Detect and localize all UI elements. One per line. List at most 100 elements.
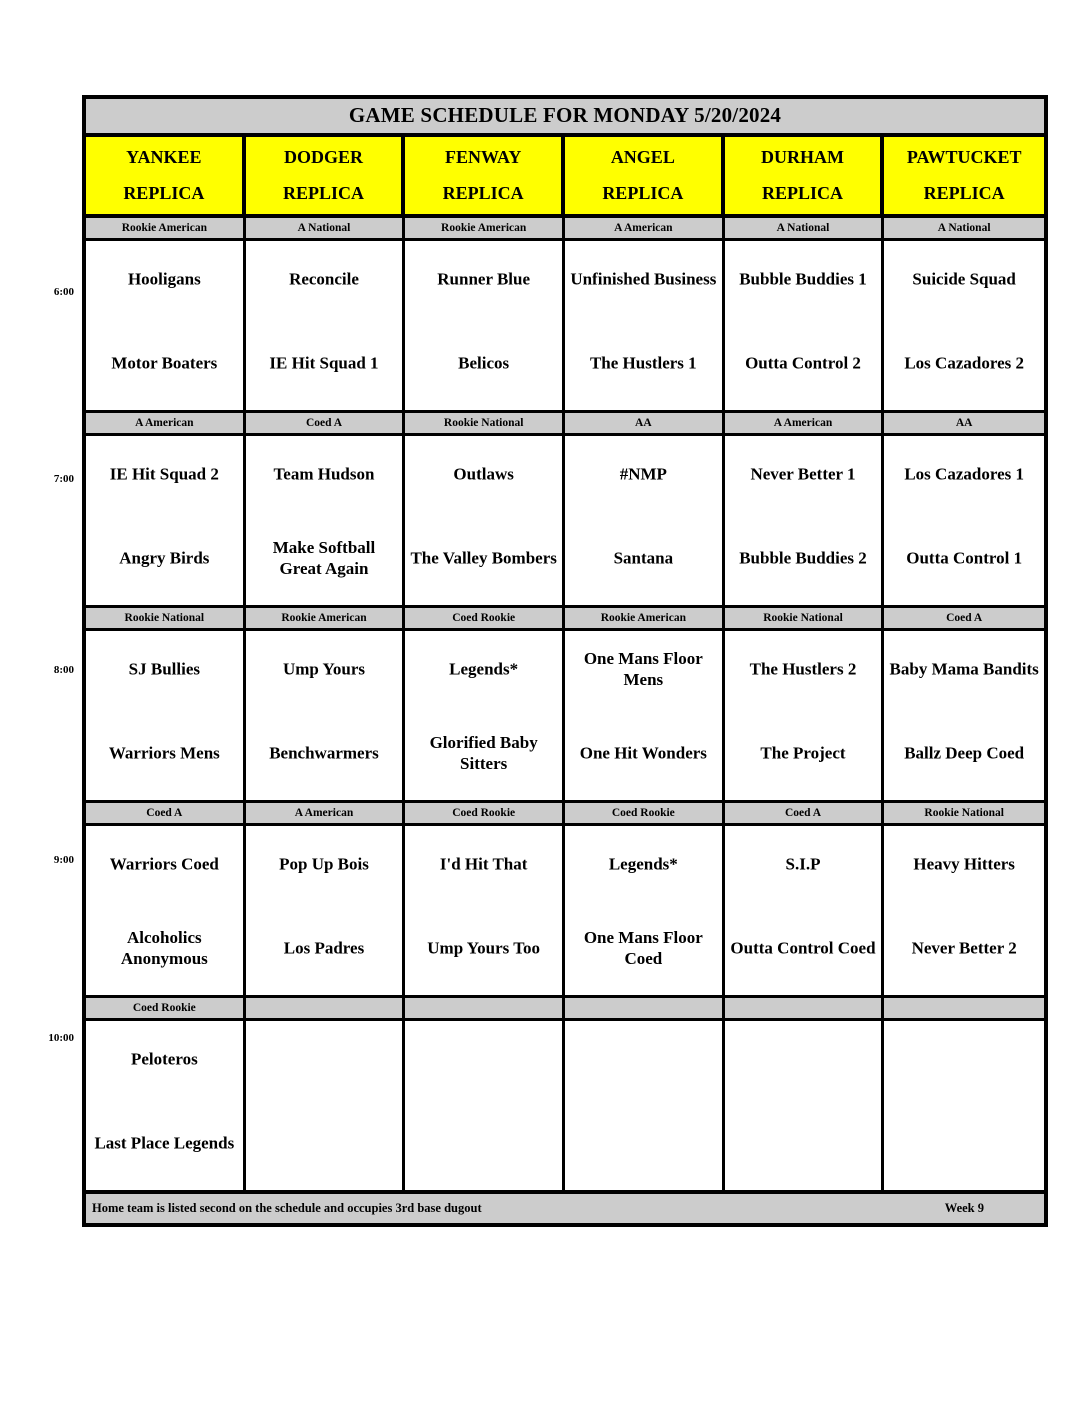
away-team: Reconcile xyxy=(289,269,359,289)
field-suffix: REPLICA xyxy=(761,183,843,204)
field-header-durham: DURHAM REPLICA xyxy=(724,137,885,215)
away-team: The Hustlers 2 xyxy=(749,659,857,679)
home-team: Los Padres xyxy=(283,938,365,958)
field-name: YANKEE xyxy=(126,147,202,168)
division-label: A American xyxy=(86,413,246,434)
division-label: Coed A xyxy=(884,608,1044,629)
away-team: Peloteros xyxy=(130,1049,198,1069)
footer-bar: Home team is listed second on the schedu… xyxy=(86,1194,1044,1224)
away-team: Never Better 1 xyxy=(750,464,856,484)
field-name: FENWAY xyxy=(444,147,522,168)
game-cell: Runner Blue Belicos xyxy=(405,241,565,411)
away-team: Unfinished Business xyxy=(570,269,717,289)
field-name: PAWTUCKET xyxy=(906,147,1022,168)
game-cell: Suicide Squad Los Cazadores 2 xyxy=(884,241,1044,411)
away-team: Ump Yours xyxy=(282,659,365,679)
home-team: Alcoholics Anonymous xyxy=(120,928,208,969)
game-row-800: SJ Bullies Warriors Mens Ump Yours Bench… xyxy=(86,631,1044,804)
home-team: Bubble Buddies 2 xyxy=(739,548,867,568)
game-cell: Legends* Glorified Baby Sitters xyxy=(405,631,565,801)
game-cell: One Mans Floor Mens One Hit Wonders xyxy=(565,631,725,801)
field-suffix: REPLICA xyxy=(923,183,1005,204)
field-suffix: REPLICA xyxy=(282,183,364,204)
time-label-600: 6:00 xyxy=(53,286,74,298)
home-team: Ump Yours Too xyxy=(427,938,541,958)
away-team: Legends* xyxy=(449,659,519,679)
division-row-1000: Coed Rookie xyxy=(86,998,1044,1022)
division-label: Coed Rookie xyxy=(86,998,246,1019)
division-row-900: Coed A A American Coed Rookie Coed Rooki… xyxy=(86,803,1044,827)
division-label xyxy=(565,998,725,1019)
game-cell: The Hustlers 2 The Project xyxy=(724,631,885,801)
home-team: Warriors Mens xyxy=(108,743,220,763)
away-team: Suicide Squad xyxy=(912,269,1016,289)
field-name: ANGEL xyxy=(610,147,675,168)
home-team: Never Better 2 xyxy=(911,938,1017,958)
game-row-1000: Peloteros Last Place Legends xyxy=(86,1021,1044,1195)
division-label: Rookie American xyxy=(245,608,406,629)
game-cell: Never Better 1 Bubble Buddies 2 xyxy=(724,436,885,606)
division-label: A National xyxy=(245,218,406,239)
game-cell xyxy=(245,1021,406,1191)
home-team: One Mans Floor Coed xyxy=(583,928,703,969)
home-team: Angry Birds xyxy=(119,548,210,568)
division-label: Coed Rookie xyxy=(565,803,725,824)
away-team: Warriors Coed xyxy=(109,854,219,874)
division-label xyxy=(245,998,406,1019)
time-label-1000: 10:00 xyxy=(48,1032,74,1044)
field-header-row: YANKEE REPLICA DODGER REPLICA FENWAY REP… xyxy=(86,137,1044,219)
division-label: A American xyxy=(565,218,725,239)
away-team: Legends* xyxy=(608,854,678,874)
field-header-pawtucket: PAWTUCKET REPLICA xyxy=(884,137,1044,215)
away-team: Pop Up Bois xyxy=(279,854,369,874)
game-cell: Legends* One Mans Floor Coed xyxy=(565,826,725,996)
division-label xyxy=(405,998,565,1019)
game-cell: Reconcile IE Hit Squad 1 xyxy=(245,241,406,411)
division-label: AA xyxy=(565,413,725,434)
footer-note: Home team is listed second on the schedu… xyxy=(92,1200,482,1215)
game-row-700: IE Hit Squad 2 Angry Birds Team Hudson M… xyxy=(86,436,1044,609)
game-cell: Peloteros Last Place Legends xyxy=(86,1021,246,1191)
division-label: Coed Rookie xyxy=(405,803,565,824)
division-label: AA xyxy=(884,413,1044,434)
division-label: Rookie American xyxy=(565,608,725,629)
field-suffix: REPLICA xyxy=(123,183,205,204)
game-cell: Ump Yours Benchwarmers xyxy=(245,631,406,801)
time-label-700: 7:00 xyxy=(53,473,74,485)
game-cell xyxy=(405,1021,565,1191)
field-header-yankee: YANKEE REPLICA xyxy=(86,137,246,215)
division-label: A National xyxy=(724,218,885,239)
page-title: GAME SCHEDULE FOR MONDAY 5/20/2024 xyxy=(86,99,1044,138)
division-label: A American xyxy=(245,803,406,824)
away-team: S.I.P xyxy=(785,854,821,874)
division-label: Coed Rookie xyxy=(405,608,565,629)
home-team: Belicos xyxy=(458,353,510,373)
home-team: Santana xyxy=(613,548,674,568)
home-team: The Valley Bombers xyxy=(410,548,557,568)
home-team: The Hustlers 1 xyxy=(589,353,697,373)
away-team: Los Cazadores 1 xyxy=(904,464,1024,484)
game-cell xyxy=(724,1021,885,1191)
field-header-angel: ANGEL REPLICA xyxy=(565,137,725,215)
division-row-600: Rookie American A National Rookie Americ… xyxy=(86,218,1044,242)
field-name: DURHAM xyxy=(760,147,844,168)
home-team: Last Place Legends xyxy=(94,1133,235,1153)
division-label: Rookie National xyxy=(884,803,1044,824)
division-label xyxy=(724,998,885,1019)
away-team: Outlaws xyxy=(453,464,514,484)
field-name: DODGER xyxy=(283,147,363,168)
schedule-table: GAME SCHEDULE FOR MONDAY 5/20/2024 YANKE… xyxy=(82,95,1048,1228)
division-row-800: Rookie National Rookie American Coed Roo… xyxy=(86,608,1044,632)
time-label-900: 9:00 xyxy=(53,854,74,866)
field-header-fenway: FENWAY REPLICA xyxy=(405,137,565,215)
time-label-800: 8:00 xyxy=(53,664,74,676)
division-label: Rookie National xyxy=(86,608,246,629)
field-header-dodger: DODGER REPLICA xyxy=(245,137,406,215)
away-team: #NMP xyxy=(619,464,667,484)
division-label: Rookie American xyxy=(405,218,565,239)
away-team: Team Hudson xyxy=(273,464,375,484)
away-team: Hooligans xyxy=(127,269,201,289)
home-team: Outta Control 2 xyxy=(745,353,861,373)
game-cell: Heavy Hitters Never Better 2 xyxy=(884,826,1044,996)
